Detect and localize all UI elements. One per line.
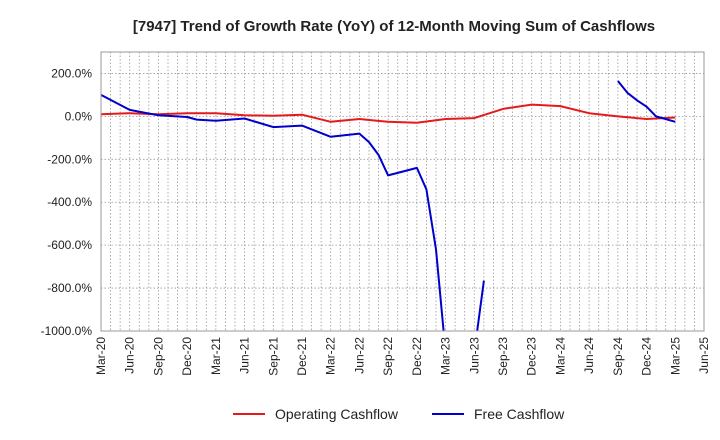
y-tick-label: -400.0% xyxy=(47,195,92,209)
x-tick-label: Dec-20 xyxy=(180,337,194,376)
series-lines xyxy=(101,80,676,331)
y-tick-label: -600.0% xyxy=(47,238,92,252)
x-axis-ticks: Mar-20 Jun-20 Sep-20 Dec-20 Mar-21 Jun-21 Sep-… xyxy=(94,337,711,376)
y-tick-label: -800.0% xyxy=(47,281,92,295)
y-tick-label: -1000.0% xyxy=(41,324,93,338)
x-tick-label: Jun-25 xyxy=(697,337,711,374)
x-tick-label: Jun-24 xyxy=(582,337,596,374)
x-tick-label: Jun-20 xyxy=(123,337,137,374)
x-tick-label: Jun-23 xyxy=(467,337,481,374)
x-tick-label: Dec-23 xyxy=(525,337,539,376)
y-tick-label: 200.0% xyxy=(51,66,92,80)
x-tick-label: Dec-21 xyxy=(295,337,309,376)
x-tick-label: Mar-23 xyxy=(439,337,453,375)
grid xyxy=(100,52,705,332)
x-tick-label: Sep-23 xyxy=(496,337,510,376)
x-tick-label: Mar-22 xyxy=(324,337,338,375)
series-line-free-cashflow xyxy=(476,280,485,331)
legend-label-free-cashflow: Free Cashflow xyxy=(474,406,565,422)
series-line-free-cashflow xyxy=(101,94,445,331)
series-line-free-cashflow xyxy=(617,80,676,123)
x-tick-label: Mar-21 xyxy=(209,337,223,375)
legend-label-operating-cashflow: Operating Cashflow xyxy=(275,406,399,422)
y-axis-ticks: 200.0% 0.0% -200.0% -400.0% -600.0% -800.0% -1… xyxy=(41,66,93,338)
x-tick-label: Dec-24 xyxy=(640,337,654,376)
x-tick-label: Sep-20 xyxy=(151,337,165,376)
plot-area-frame xyxy=(100,51,705,332)
x-tick-label: Jun-21 xyxy=(238,337,252,374)
x-tick-label: Sep-21 xyxy=(266,337,280,376)
x-tick-label: Mar-20 xyxy=(94,337,108,375)
x-tick-label: Mar-25 xyxy=(668,337,682,375)
x-tick-label: Jun-22 xyxy=(352,337,366,374)
x-tick-label: Dec-22 xyxy=(410,337,424,376)
x-tick-label: Mar-24 xyxy=(553,337,567,375)
x-tick-label: Sep-24 xyxy=(611,337,625,376)
x-tick-label: Sep-22 xyxy=(381,337,395,376)
series-line-operating-cashflow xyxy=(101,103,676,124)
y-tick-label: -200.0% xyxy=(47,152,92,166)
y-tick-label: 0.0% xyxy=(65,109,93,123)
legend: Operating Cashflow Free Cashflow xyxy=(233,406,565,422)
chart-title: [7947] Trend of Growth Rate (YoY) of 12-… xyxy=(133,18,655,35)
